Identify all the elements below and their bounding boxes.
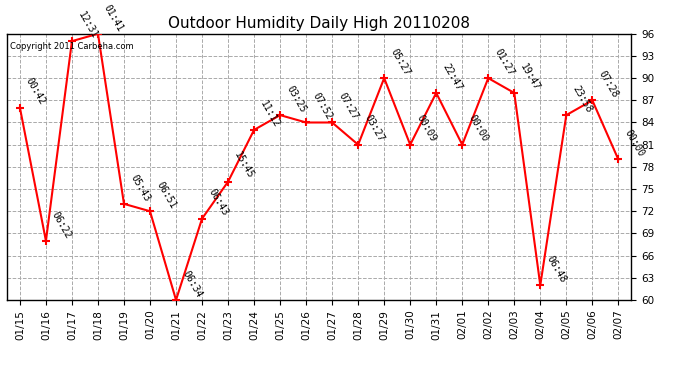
Text: 07:52: 07:52 [310,91,334,122]
Text: 00:42: 00:42 [24,76,48,107]
Text: 19:47: 19:47 [518,62,542,92]
Text: 05:43: 05:43 [128,172,152,203]
Text: 06:22: 06:22 [50,210,73,240]
Text: 06:43: 06:43 [206,188,230,218]
Text: 11:12: 11:12 [258,99,282,129]
Text: 07:27: 07:27 [336,91,359,122]
Text: 00:00: 00:00 [622,128,646,159]
Text: 03:25: 03:25 [284,84,308,114]
Text: 05:27: 05:27 [388,47,412,77]
Text: 06:34: 06:34 [180,269,204,299]
Text: 23:58: 23:58 [571,84,594,114]
Text: 06:51: 06:51 [154,180,177,210]
Text: 12:31: 12:31 [76,10,99,40]
Text: 22:47: 22:47 [440,62,464,92]
Title: Outdoor Humidity Daily High 20110208: Outdoor Humidity Daily High 20110208 [168,16,470,31]
Text: 01:41: 01:41 [102,3,126,33]
Text: 06:48: 06:48 [544,254,568,284]
Text: 15:45: 15:45 [233,150,255,181]
Text: 00:00: 00:00 [466,114,490,144]
Text: 03:27: 03:27 [362,114,386,144]
Text: 01:27: 01:27 [493,47,515,77]
Text: 07:28: 07:28 [596,69,620,99]
Text: Copyright 2011 Carbeha.com: Copyright 2011 Carbeha.com [10,42,134,51]
Text: 00:09: 00:09 [415,114,437,144]
